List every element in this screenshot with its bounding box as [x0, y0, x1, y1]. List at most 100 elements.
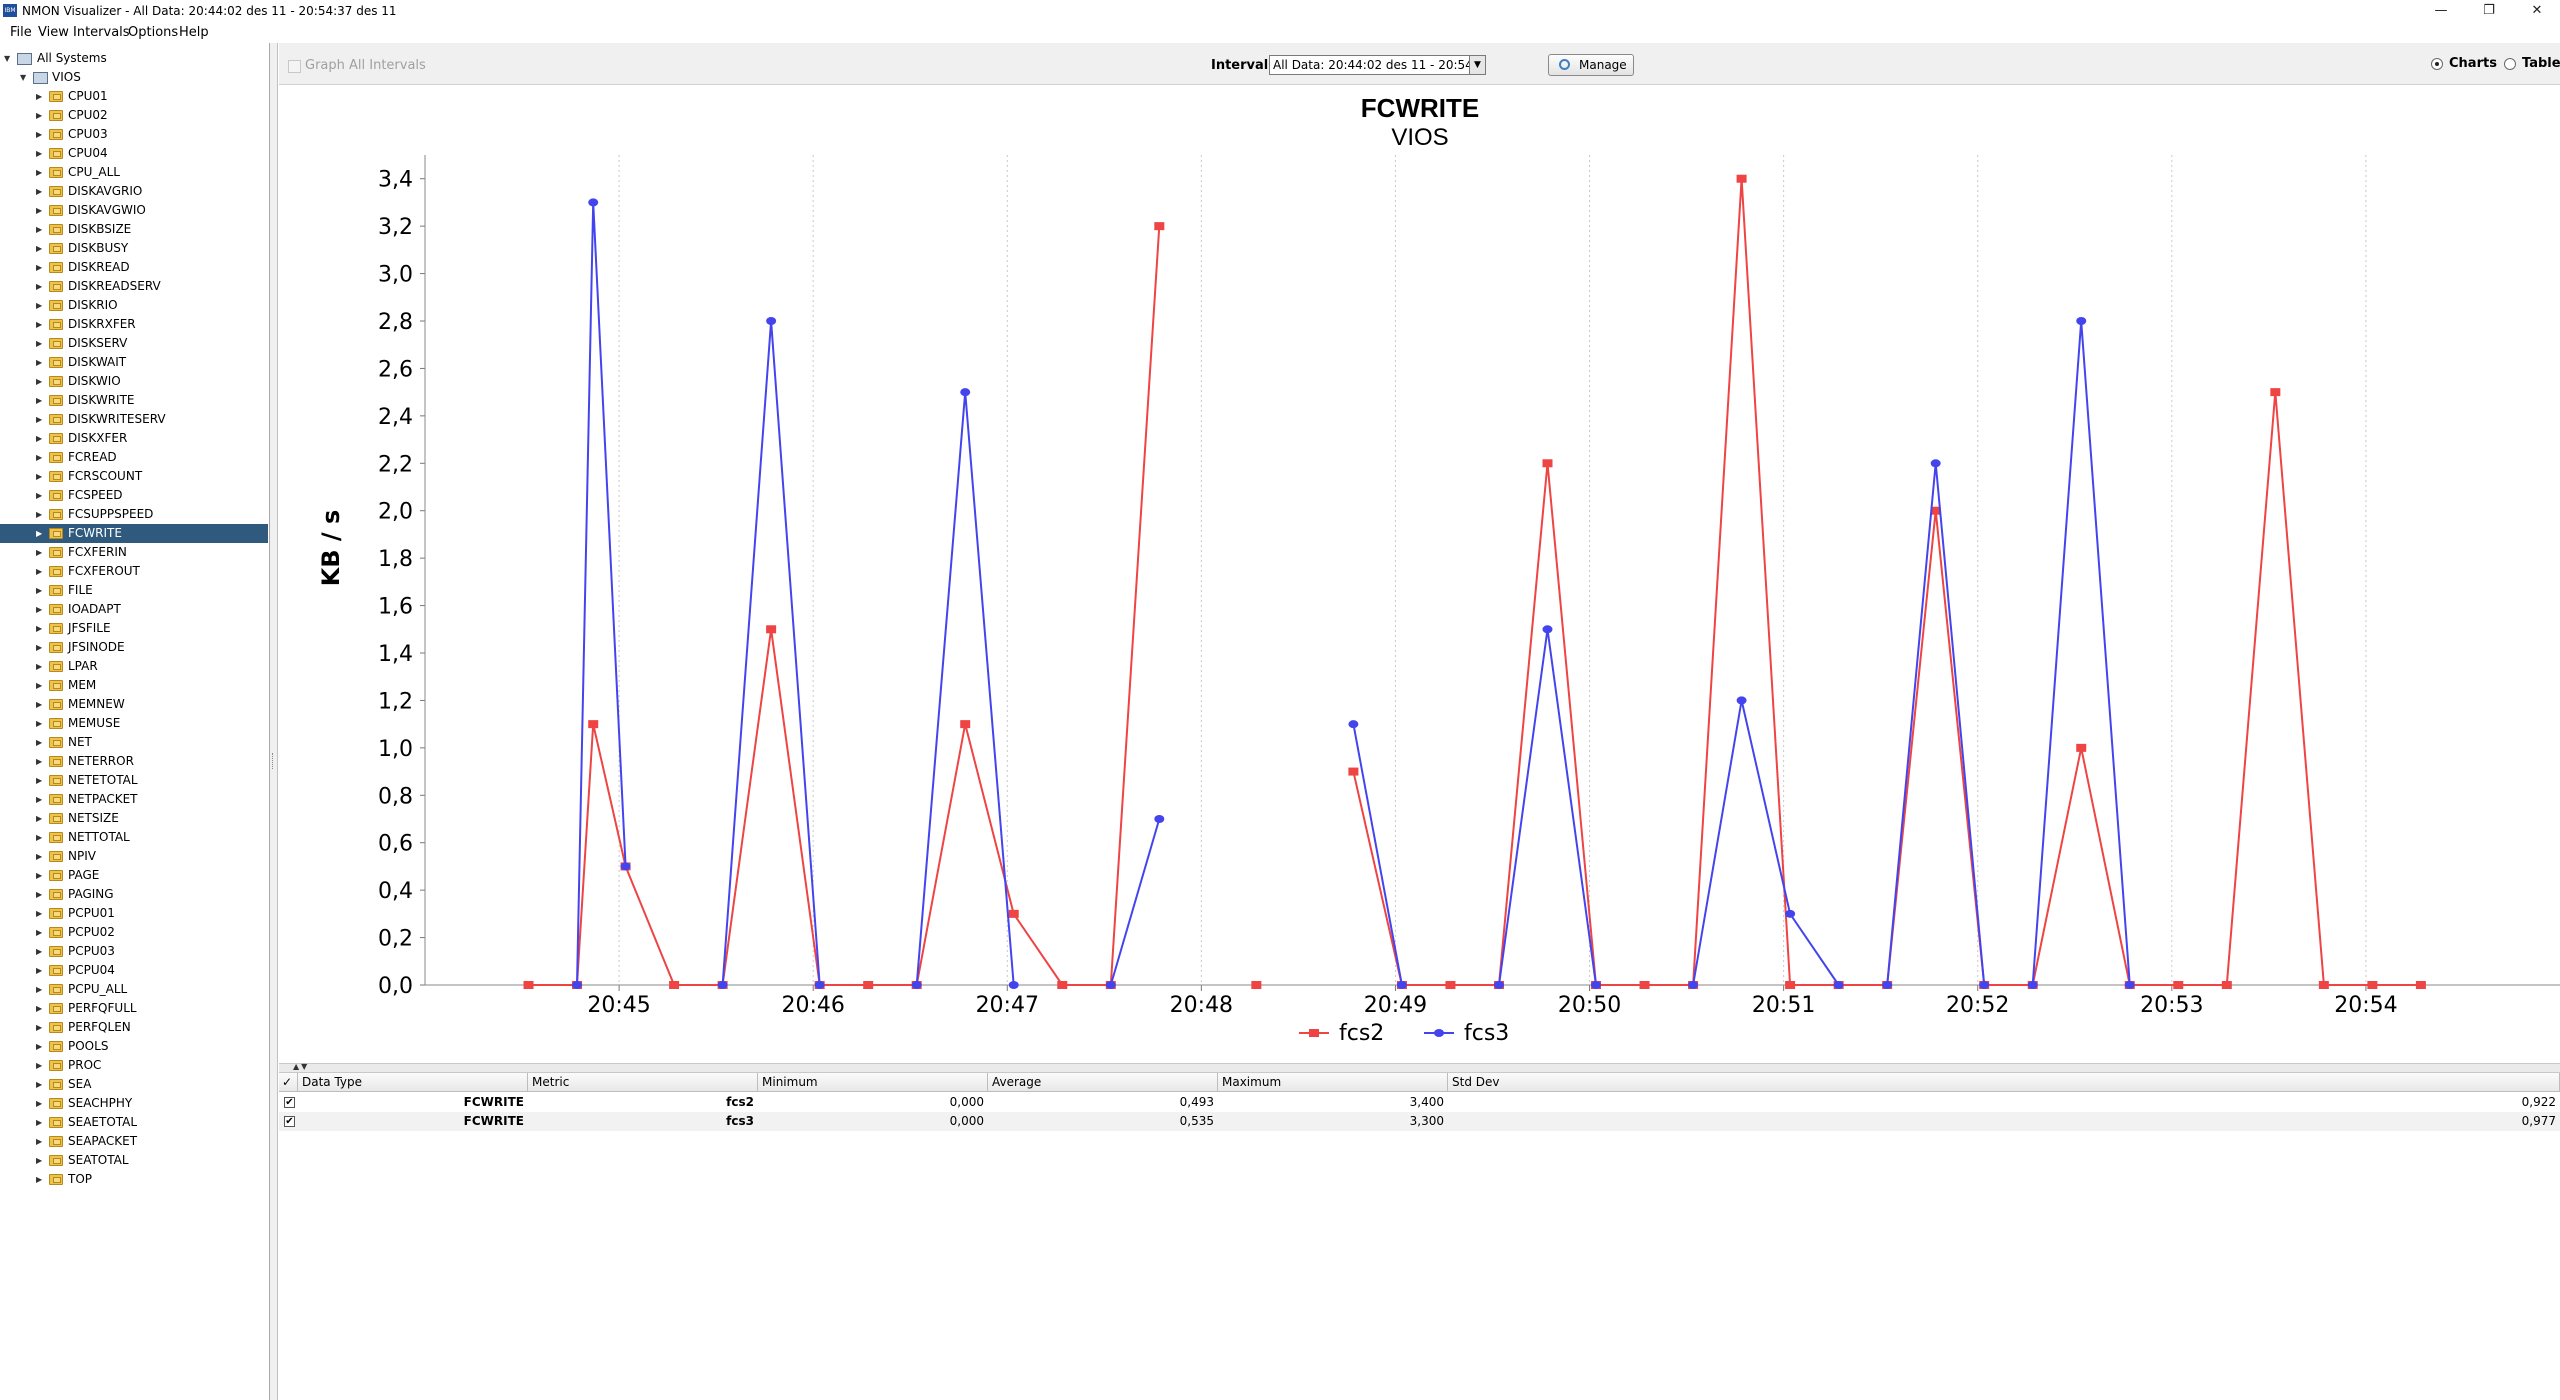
expand-icon[interactable]: ▶ [36, 111, 43, 120]
restore-button[interactable]: ❐ [2483, 3, 2495, 18]
tree-item-diskreadserv[interactable]: ▶ DISKREADSERV [0, 277, 268, 296]
expand-icon[interactable]: ▶ [36, 852, 43, 861]
expand-icon[interactable]: ▶ [36, 320, 43, 329]
expand-icon[interactable]: ▶ [36, 795, 43, 804]
tree-item-proc[interactable]: ▶ PROC [0, 1056, 268, 1075]
tree-item-page[interactable]: ▶ PAGE [0, 866, 268, 885]
tree-item-npiv[interactable]: ▶ NPIV [0, 847, 268, 866]
expand-icon[interactable]: ▶ [36, 928, 43, 937]
expand-icon[interactable]: ▶ [36, 1175, 43, 1184]
tree-item-cpu02[interactable]: ▶ CPU02 [0, 106, 268, 125]
row-checkbox[interactable]: ✔ [284, 1097, 295, 1108]
expand-icon[interactable]: ▶ [36, 206, 43, 215]
column-header-data-type[interactable]: Data Type [298, 1073, 528, 1092]
tree-item-cpu04[interactable]: ▶ CPU04 [0, 144, 268, 163]
collapse-arrows-icon[interactable]: ▲▼ [293, 1062, 310, 1071]
close-button[interactable]: ✕ [2531, 3, 2543, 18]
expand-icon[interactable]: ▶ [36, 833, 43, 842]
expand-icon[interactable]: ▼ [20, 73, 27, 82]
expand-icon[interactable]: ▶ [36, 909, 43, 918]
expand-icon[interactable]: ▶ [36, 890, 43, 899]
tree-item-cpu03[interactable]: ▶ CPU03 [0, 125, 268, 144]
column-header-check[interactable]: ✓ [279, 1073, 298, 1092]
tree-item-pcpu02[interactable]: ▶ PCPU02 [0, 923, 268, 942]
expand-icon[interactable]: ▶ [36, 472, 43, 481]
expand-icon[interactable]: ▶ [36, 415, 43, 424]
tree-item-seachphy[interactable]: ▶ SEACHPHY [0, 1094, 268, 1113]
tree-system-vios[interactable]: ▼ VIOS [0, 68, 268, 87]
graph-all-intervals-checkbox[interactable] [288, 60, 301, 73]
tree-item-fcxferout[interactable]: ▶ FCXFEROUT [0, 562, 268, 581]
tree-item-cpu01[interactable]: ▶ CPU01 [0, 87, 268, 106]
expand-icon[interactable]: ▶ [36, 529, 43, 538]
expand-icon[interactable]: ▶ [36, 358, 43, 367]
expand-icon[interactable]: ▶ [36, 510, 43, 519]
column-header-maximum[interactable]: Maximum [1218, 1073, 1448, 1092]
expand-icon[interactable]: ▶ [36, 719, 43, 728]
expand-icon[interactable]: ▶ [36, 1099, 43, 1108]
tree-item-sea[interactable]: ▶ SEA [0, 1075, 268, 1094]
tree-item-diskbusy[interactable]: ▶ DISKBUSY [0, 239, 268, 258]
expand-icon[interactable]: ▶ [36, 662, 43, 671]
tree-item-seaetotal[interactable]: ▶ SEAETOTAL [0, 1113, 268, 1132]
tree-item-diskserv[interactable]: ▶ DISKSERV [0, 334, 268, 353]
tree-item-fcxferin[interactable]: ▶ FCXFERIN [0, 543, 268, 562]
tree-item-net[interactable]: ▶ NET [0, 733, 268, 752]
tree-item-diskwio[interactable]: ▶ DISKWIO [0, 372, 268, 391]
tree-item-jfsinode[interactable]: ▶ JFSINODE [0, 638, 268, 657]
tree-item-seapacket[interactable]: ▶ SEAPACKET [0, 1132, 268, 1151]
column-header-average[interactable]: Average [988, 1073, 1218, 1092]
tree-item-diskwrite[interactable]: ▶ DISKWRITE [0, 391, 268, 410]
minimize-button[interactable]: — [2434, 3, 2448, 18]
expand-icon[interactable]: ▶ [36, 1042, 43, 1051]
tree-item-diskrio[interactable]: ▶ DISKRIO [0, 296, 268, 315]
tree-item-netetotal[interactable]: ▶ NETETOTAL [0, 771, 268, 790]
expand-icon[interactable]: ▶ [36, 700, 43, 709]
expand-icon[interactable]: ▶ [36, 491, 43, 500]
tree-item-file[interactable]: ▶ FILE [0, 581, 268, 600]
expand-icon[interactable]: ▶ [36, 776, 43, 785]
tree-item-netpacket[interactable]: ▶ NETPACKET [0, 790, 268, 809]
expand-icon[interactable]: ▶ [36, 1004, 43, 1013]
tree-item-diskavgrio[interactable]: ▶ DISKAVGRIO [0, 182, 268, 201]
tree-item-fcread[interactable]: ▶ FCREAD [0, 448, 268, 467]
expand-icon[interactable]: ▶ [36, 605, 43, 614]
expand-icon[interactable]: ▶ [36, 301, 43, 310]
column-header-metric[interactable]: Metric [528, 1073, 758, 1092]
manage-button[interactable]: Manage [1548, 54, 1634, 76]
menu-file[interactable]: File [10, 25, 32, 40]
tree-item-diskxfer[interactable]: ▶ DISKXFER [0, 429, 268, 448]
expand-icon[interactable]: ▶ [36, 377, 43, 386]
expand-icon[interactable]: ▶ [36, 1080, 43, 1089]
expand-icon[interactable]: ▶ [36, 966, 43, 975]
expand-icon[interactable]: ▶ [36, 225, 43, 234]
menu-view[interactable]: View [38, 25, 69, 40]
expand-icon[interactable]: ▶ [36, 985, 43, 994]
panel-splitter[interactable] [270, 43, 278, 1400]
expand-icon[interactable]: ▶ [36, 586, 43, 595]
tree-item-memuse[interactable]: ▶ MEMUSE [0, 714, 268, 733]
tree-item-neterror[interactable]: ▶ NETERROR [0, 752, 268, 771]
tree-item-diskbsize[interactable]: ▶ DISKBSIZE [0, 220, 268, 239]
tree-item-diskavgwio[interactable]: ▶ DISKAVGWIO [0, 201, 268, 220]
expand-icon[interactable]: ▶ [36, 1061, 43, 1070]
tree-item-pools[interactable]: ▶ POOLS [0, 1037, 268, 1056]
expand-icon[interactable]: ▶ [36, 1156, 43, 1165]
tree-item-diskrxfer[interactable]: ▶ DISKRXFER [0, 315, 268, 334]
expand-icon[interactable]: ▶ [36, 396, 43, 405]
tree-item-fcsuppspeed[interactable]: ▶ FCSUPPSPEED [0, 505, 268, 524]
tree-root-all-systems[interactable]: ▼ All Systems [0, 49, 268, 68]
expand-icon[interactable]: ▶ [36, 814, 43, 823]
tree-item-mem[interactable]: ▶ MEM [0, 676, 268, 695]
column-header-minimum[interactable]: Minimum [758, 1073, 988, 1092]
expand-icon[interactable]: ▶ [36, 187, 43, 196]
tree-item-diskread[interactable]: ▶ DISKREAD [0, 258, 268, 277]
charts-radio[interactable] [2431, 58, 2443, 70]
tree-item-pcpu03[interactable]: ▶ PCPU03 [0, 942, 268, 961]
expand-icon[interactable]: ▶ [36, 149, 43, 158]
menu-help[interactable]: Help [179, 25, 209, 40]
expand-icon[interactable]: ▶ [36, 947, 43, 956]
expand-icon[interactable]: ▶ [36, 1118, 43, 1127]
tree-item-pcpu01[interactable]: ▶ PCPU01 [0, 904, 268, 923]
chart-table-divider[interactable]: ▲▼ [279, 1062, 2560, 1073]
